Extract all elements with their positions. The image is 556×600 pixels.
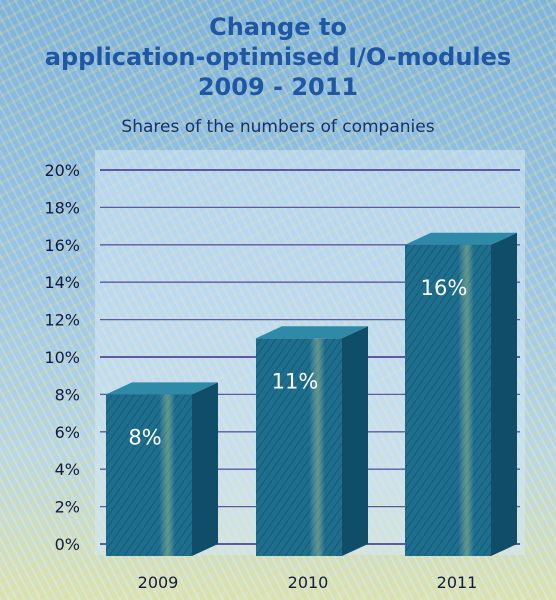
y-tick-label: 12%	[44, 311, 80, 330]
bar-sheen	[256, 338, 342, 556]
bars: 8% 11% 16%	[106, 232, 517, 557]
chart-title-line-1: Change to	[209, 13, 347, 41]
chart-title-line-2: application-optimised I/O-modules	[44, 43, 512, 71]
data-label: 16%	[421, 276, 468, 300]
y-tick-label: 8%	[55, 385, 80, 404]
chart-subtitle: Shares of the numbers of companies	[121, 117, 435, 137]
bar-2009: 8%	[106, 382, 218, 556]
y-tick-label: 20%	[44, 161, 80, 180]
chart-title-line-3: 2009 - 2011	[197, 73, 359, 101]
y-axis-tick-labels: 0% 2% 4% 6% 8% 10% 12% 14% 16% 18% 20%	[44, 161, 80, 554]
data-label: 8%	[128, 425, 161, 449]
y-tick-label: 16%	[44, 236, 80, 255]
bar-sheen	[405, 244, 491, 557]
data-label: 11%	[272, 369, 319, 393]
y-tick-label: 6%	[55, 423, 80, 442]
y-tick-label: 2%	[55, 498, 80, 517]
x-category-label: 2009	[138, 573, 179, 592]
bar-sheen	[106, 394, 192, 556]
bar-2010: 11%	[256, 326, 368, 556]
y-tick-label: 18%	[44, 198, 80, 217]
bar-side	[192, 382, 218, 556]
x-axis-category-labels: 2009 2010 2011	[138, 573, 478, 592]
bar-top	[405, 232, 517, 245]
chart-title: Change to application-optimised I/O-modu…	[0, 12, 556, 102]
bar-top	[256, 326, 368, 339]
bar-side	[342, 326, 368, 556]
bar-side	[491, 232, 517, 557]
bar-top	[106, 382, 218, 395]
y-tick-label: 0%	[55, 535, 80, 554]
y-tick-label: 4%	[55, 460, 80, 479]
bar-2011: 16%	[405, 232, 517, 557]
x-category-label: 2010	[288, 573, 329, 592]
y-tick-label: 10%	[44, 348, 80, 367]
y-tick-label: 14%	[44, 273, 80, 292]
x-category-label: 2011	[437, 573, 478, 592]
